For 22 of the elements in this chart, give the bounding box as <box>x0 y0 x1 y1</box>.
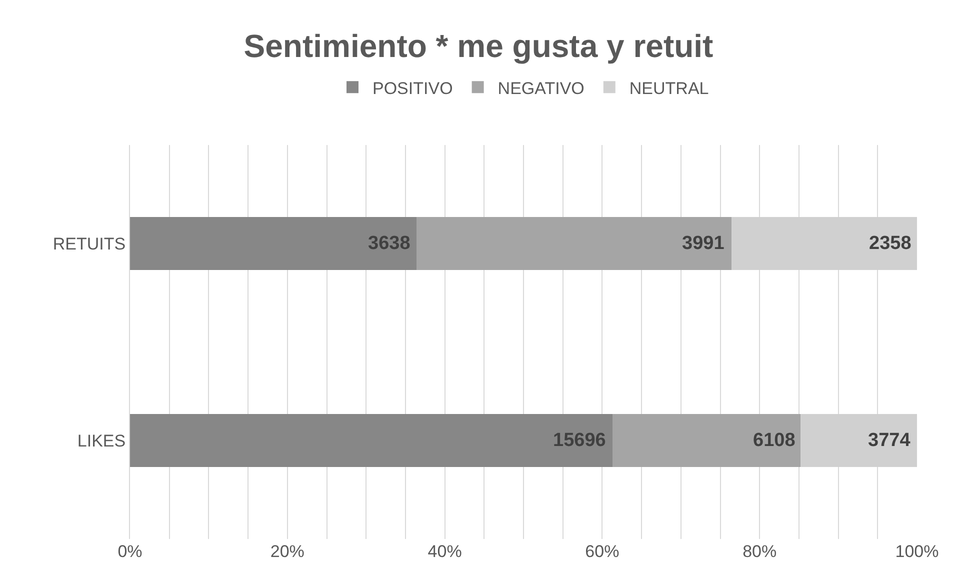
annotation: 15696 <box>553 430 606 451</box>
legend-label: NEUTRAL <box>629 78 709 98</box>
legend-label: POSITIVO <box>372 78 453 98</box>
x-tick-label: 80% <box>742 542 777 561</box>
annotation: 6108 <box>753 430 796 451</box>
bar <box>416 216 732 270</box>
bar <box>130 216 416 270</box>
chart-title: Sentimiento * me gusta y retuit <box>244 28 714 64</box>
annotation: 2358 <box>869 233 912 254</box>
legend-label: NEGATIVO <box>498 78 584 98</box>
bar <box>612 414 801 468</box>
x-tick-label: 100% <box>895 542 939 561</box>
y-tick-label: LIKES <box>77 431 126 450</box>
x-tick-label: 20% <box>270 542 304 561</box>
x-tick-label: 60% <box>585 542 620 561</box>
annotation: 3774 <box>868 430 911 451</box>
x-tick-label: 0% <box>118 542 142 561</box>
bar <box>130 414 612 468</box>
x-tick-label: 40% <box>428 542 462 561</box>
annotation: 3991 <box>682 233 725 254</box>
y-tick-label: RETUITS <box>52 234 126 254</box>
annotation: 3638 <box>368 233 410 254</box>
